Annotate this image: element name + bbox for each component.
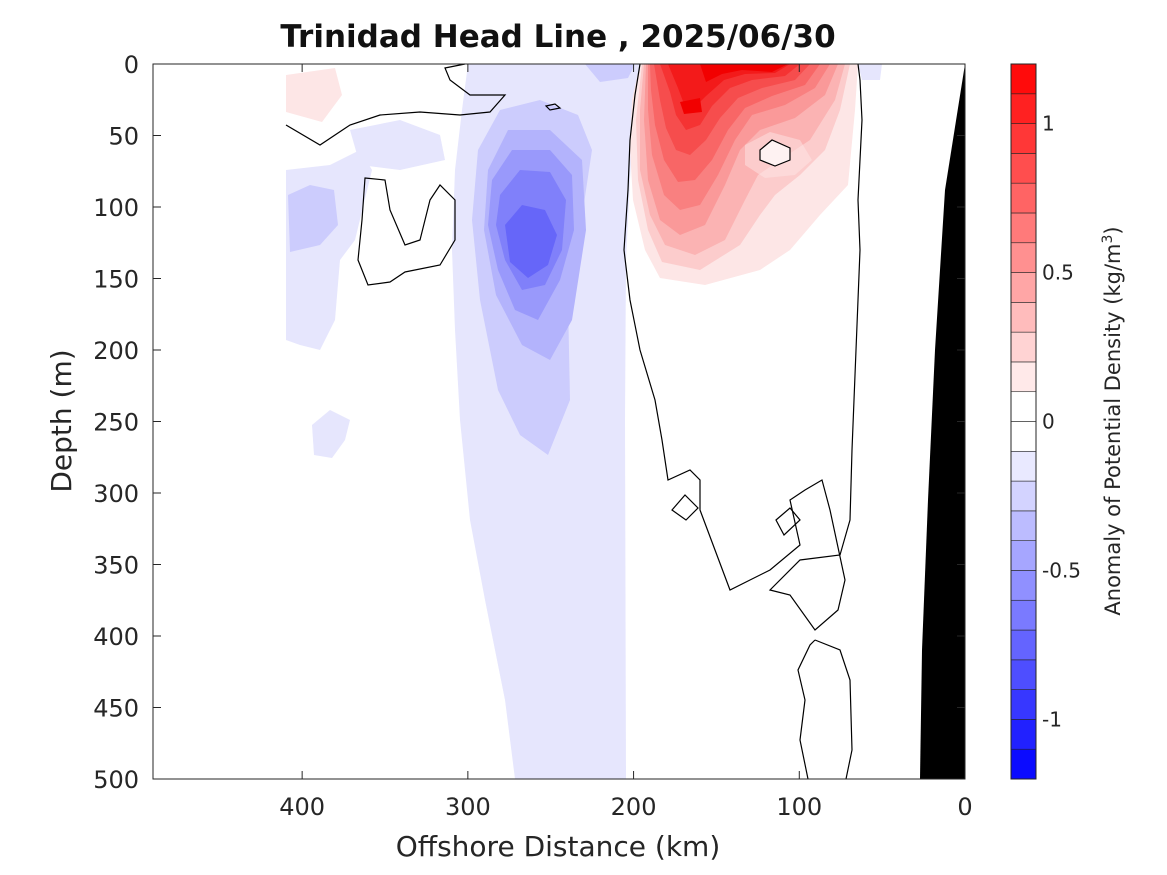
negative-anomaly-east-sliver [858, 64, 882, 80]
colorbar-tick-label: -1 [1042, 707, 1062, 731]
y-tick-label: 50 [108, 123, 139, 151]
colorbar-tick-label: -0.5 [1042, 558, 1081, 582]
x-axis-label: Offshore Distance (km) [396, 830, 721, 863]
x-tick-label: 200 [611, 793, 657, 821]
colorbar-segment [1010, 599, 1037, 631]
colorbar-segment [1010, 331, 1037, 363]
zero-contour-offshore-loop [357, 177, 456, 286]
positive-anomaly-core [700, 64, 788, 82]
colorbar-segment [1010, 272, 1037, 303]
negative-anomaly-offshore-core [288, 185, 338, 252]
colorbar-segment [1010, 182, 1037, 214]
zero-contour-surface [285, 63, 507, 146]
zero-contour-main-front [623, 63, 863, 631]
colorbar-segment [1010, 93, 1037, 124]
y-tick-label: 300 [93, 480, 139, 508]
zero-contour-loop-2 [775, 507, 801, 536]
colorbar-segment [1010, 153, 1037, 184]
negative-anomaly-surface-cap [585, 64, 635, 82]
zero-contour-small [544, 103, 562, 111]
colorbar-tick-label: 0 [1042, 410, 1055, 434]
chart-title: Trinidad Head Line , 2025/06/30 [280, 19, 835, 55]
x-tick-label: 300 [445, 793, 491, 821]
y-tick-label: 200 [93, 337, 139, 365]
bathymetry-shelf [920, 64, 965, 779]
negative-anomaly-offshore-deep [312, 410, 350, 458]
y-tick-label: 450 [93, 695, 139, 723]
y-axis: 0 50 100 150 200 250 300 350 400 450 500 [93, 51, 965, 794]
colorbar-ticks: 1 0.5 0 -0.5 -1 [1042, 112, 1081, 732]
colorbar-segment [1010, 242, 1037, 273]
positive-anomaly-level-0.9 [668, 64, 790, 108]
colorbar-segment [1010, 480, 1037, 512]
y-tick-label: 100 [93, 194, 139, 222]
colorbar-segment [1010, 689, 1037, 720]
colorbar-segment [1010, 659, 1037, 690]
zero-contour-pocket [759, 139, 791, 167]
x-axis: 400 300 200 100 0 [279, 64, 973, 821]
colorbar-segment [1010, 748, 1037, 780]
colorbar-tick-label: 1 [1042, 112, 1055, 136]
y-tick-label: 150 [93, 266, 139, 294]
colorbar-frame [1010, 63, 1037, 780]
y-tick-label: 400 [93, 623, 139, 651]
colorbar-segment [1010, 212, 1037, 244]
positive-anomaly-pocket-ring [745, 132, 812, 178]
x-tick-label: 100 [776, 793, 822, 821]
zero-contours [285, 63, 863, 780]
colorbar-segment [1010, 391, 1037, 422]
colorbar-segment [1010, 63, 1037, 95]
y-tick-label: 250 [93, 409, 139, 437]
negative-anomaly-surface-band [350, 120, 445, 170]
y-tick-label: 0 [124, 51, 139, 79]
positive-anomaly-offshore-surface [286, 68, 342, 122]
zero-contour-deep-loop [797, 639, 853, 780]
negative-anomaly-core [505, 205, 557, 278]
colorbar-tick-label: 0.5 [1042, 261, 1074, 285]
colorbar-segment [1010, 570, 1037, 601]
colorbar-segment [1010, 719, 1037, 750]
zero-contour-loop-1 [671, 494, 699, 521]
colorbar [1010, 63, 1037, 780]
colorbar-label-end: ) [1101, 226, 1125, 234]
colorbar-segment [1010, 510, 1037, 541]
colorbar-segment [1010, 540, 1037, 571]
colorbar-segment [1010, 421, 1037, 452]
y-tick-label: 500 [93, 766, 139, 794]
positive-anomaly-core-small [680, 98, 702, 114]
colorbar-label-sup: 3 [1100, 235, 1116, 244]
x-tick-label: 0 [957, 793, 972, 821]
colorbar-segment [1010, 302, 1037, 333]
y-axis-label: Depth (m) [45, 349, 78, 492]
colorbar-label-main: Anomaly of Potential Density (kg/m [1101, 244, 1125, 616]
x-tick-label: 400 [279, 793, 325, 821]
colorbar-segment [1010, 123, 1037, 154]
y-tick-label: 350 [93, 552, 139, 580]
colorbar-segment [1010, 361, 1037, 393]
plot-area [152, 63, 966, 780]
colorbar-segment [1010, 450, 1037, 482]
colorbar-segment [1010, 629, 1037, 661]
colorbar-label: Anomaly of Potential Density (kg/m3) [1100, 226, 1125, 615]
